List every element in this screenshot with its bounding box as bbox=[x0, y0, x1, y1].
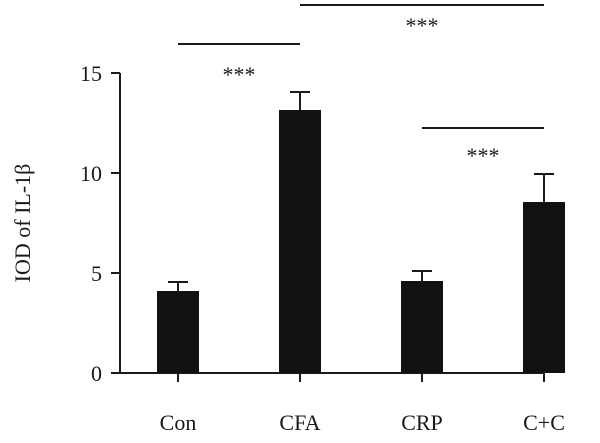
error-bar bbox=[290, 91, 310, 110]
significance-brackets: *** *** *** bbox=[178, 4, 544, 168]
significance-label: *** bbox=[406, 13, 439, 38]
bar-c-c bbox=[523, 202, 565, 373]
y-tick-label: 5 bbox=[91, 261, 102, 286]
significance-bracket: *** bbox=[300, 4, 544, 38]
significance-label: *** bbox=[223, 62, 256, 87]
significance-bracket: *** bbox=[178, 43, 300, 87]
significance-bracket: *** bbox=[422, 127, 544, 168]
bar-crp bbox=[401, 281, 443, 373]
y-tick-label: 0 bbox=[91, 361, 102, 386]
error-bars bbox=[168, 91, 554, 291]
y-tick-label: 10 bbox=[80, 161, 102, 186]
y-tick-label: 15 bbox=[80, 61, 102, 86]
x-tick-label: CRP bbox=[401, 410, 443, 435]
error-bar bbox=[534, 173, 554, 202]
error-bar bbox=[168, 281, 188, 291]
y-axis-title: IOD of IL-1β bbox=[10, 164, 35, 283]
y-ticks: 0 5 10 15 bbox=[80, 61, 120, 386]
x-tick-label: CFA bbox=[279, 410, 320, 435]
significance-label: *** bbox=[467, 143, 500, 168]
x-tick-label: Con bbox=[160, 410, 197, 435]
bar-cfa bbox=[279, 110, 321, 373]
bar-con bbox=[157, 291, 199, 373]
x-tick-label: C+C bbox=[523, 410, 565, 435]
x-ticks: Con CFA CRP C+C bbox=[160, 373, 565, 435]
bars bbox=[157, 110, 565, 373]
error-bar bbox=[412, 270, 432, 281]
